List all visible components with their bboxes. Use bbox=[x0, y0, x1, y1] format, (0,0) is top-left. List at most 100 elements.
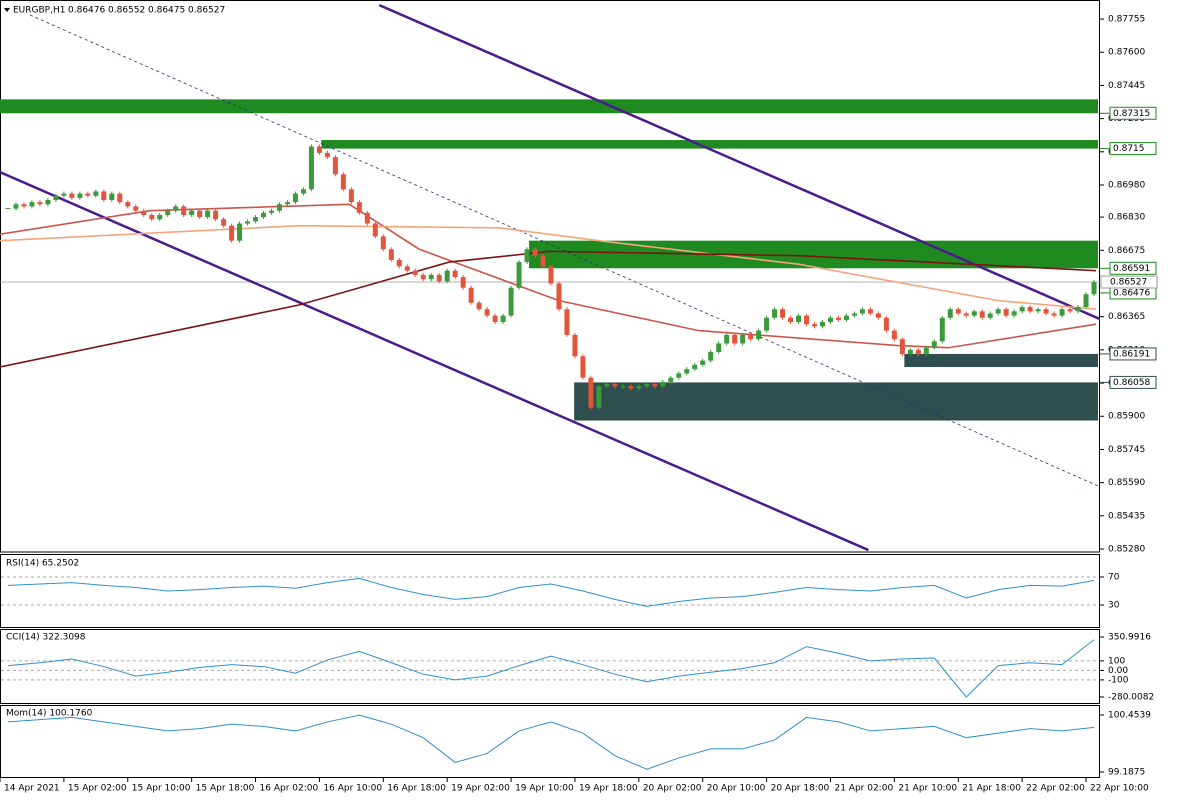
candle bbox=[396, 259, 402, 267]
candle bbox=[149, 214, 155, 220]
y-tick-label: 0.85435 bbox=[1108, 511, 1145, 521]
cci-panel bbox=[0, 629, 1100, 704]
candle bbox=[516, 262, 522, 288]
candle bbox=[404, 266, 410, 271]
candle bbox=[987, 313, 993, 318]
candle bbox=[221, 219, 227, 226]
level-label: 0.86058 bbox=[1113, 378, 1150, 388]
x-tick-label: 15 Apr 18:00 bbox=[196, 784, 255, 794]
candle bbox=[452, 270, 458, 278]
indicator-line bbox=[7, 639, 1095, 698]
candle bbox=[708, 352, 714, 361]
y-tick-label: 0.85590 bbox=[1108, 478, 1145, 488]
candle bbox=[780, 309, 786, 318]
candle bbox=[157, 214, 163, 220]
candle bbox=[764, 317, 770, 331]
y-tick-label: 0.87445 bbox=[1108, 81, 1145, 91]
candle bbox=[37, 202, 43, 205]
candle bbox=[580, 356, 586, 378]
candle bbox=[740, 334, 746, 344]
candle bbox=[588, 377, 594, 408]
candle bbox=[804, 315, 810, 325]
symbol: EURGBP,H1 bbox=[13, 6, 65, 16]
candle bbox=[444, 270, 450, 282]
candle bbox=[109, 193, 115, 200]
candle bbox=[548, 266, 554, 284]
y-tick-label: 350.9916 bbox=[1108, 633, 1151, 643]
candle bbox=[284, 202, 290, 205]
x-tick-label: 19 Apr 18:00 bbox=[579, 784, 638, 794]
y-tick-label: 0.85900 bbox=[1108, 412, 1145, 422]
candle bbox=[316, 146, 322, 153]
candle bbox=[364, 212, 370, 224]
indicator-line bbox=[7, 577, 1095, 607]
candle bbox=[979, 311, 985, 318]
current-price-box bbox=[1100, 275, 1158, 289]
candle bbox=[1011, 311, 1017, 316]
candle bbox=[700, 360, 706, 365]
candle bbox=[604, 384, 610, 387]
candle bbox=[612, 384, 618, 387]
candle bbox=[165, 210, 171, 215]
zone bbox=[0, 99, 1098, 114]
candle bbox=[181, 206, 187, 215]
candle bbox=[875, 313, 881, 318]
x-tick-label: 19 Apr 10:00 bbox=[515, 784, 574, 794]
y-tick-label: 0.87755 bbox=[1108, 15, 1145, 25]
candle bbox=[963, 313, 969, 316]
candle bbox=[883, 317, 889, 331]
candle bbox=[420, 274, 426, 280]
candle bbox=[955, 309, 961, 314]
candle bbox=[724, 334, 730, 344]
candle bbox=[61, 193, 67, 196]
candle bbox=[835, 317, 841, 320]
candle bbox=[237, 223, 243, 241]
candle bbox=[660, 381, 666, 387]
candle bbox=[644, 384, 650, 387]
candle bbox=[540, 255, 546, 267]
candle bbox=[1027, 307, 1033, 312]
candle bbox=[308, 146, 314, 190]
candle bbox=[1067, 309, 1073, 312]
candle bbox=[85, 193, 91, 196]
candle bbox=[572, 334, 578, 357]
y-tick-label: -100 bbox=[1108, 675, 1129, 685]
candle bbox=[253, 217, 259, 222]
indicator-label: Mom(14) 100.1760 bbox=[6, 709, 93, 719]
trendline bbox=[378, 3, 1100, 321]
menu-arrow[interactable] bbox=[4, 8, 10, 12]
level-label: 0.86476 bbox=[1113, 288, 1150, 298]
candle bbox=[692, 364, 698, 370]
candle bbox=[269, 210, 275, 213]
candle bbox=[205, 210, 211, 218]
candle bbox=[29, 202, 35, 207]
candle bbox=[652, 384, 658, 387]
candle bbox=[245, 221, 251, 224]
candle bbox=[827, 317, 833, 323]
candle bbox=[261, 212, 267, 218]
candle bbox=[189, 210, 195, 215]
candle bbox=[468, 287, 474, 303]
x-tick-label: 22 Apr 10:00 bbox=[1090, 784, 1149, 794]
indicator-label: CCI(14) 322.3098 bbox=[6, 633, 86, 643]
candle bbox=[732, 334, 738, 344]
y-tick-label: 0.87600 bbox=[1108, 48, 1145, 58]
candle bbox=[891, 330, 897, 340]
candle bbox=[843, 315, 849, 320]
candle bbox=[1035, 309, 1041, 312]
candle bbox=[915, 349, 921, 355]
ohlc-value: 0.86476 bbox=[68, 6, 105, 16]
candle bbox=[1051, 313, 1057, 316]
x-tick-label: 15 Apr 02:00 bbox=[68, 784, 127, 794]
candle bbox=[117, 193, 123, 203]
candle bbox=[1091, 281, 1097, 295]
level-label: 0.86191 bbox=[1113, 349, 1150, 359]
candle bbox=[1083, 294, 1089, 308]
moving-average bbox=[0, 250, 1097, 368]
x-tick-label: 21 Apr 02:00 bbox=[834, 784, 893, 794]
x-tick-label: 20 Apr 18:00 bbox=[771, 784, 830, 794]
candle bbox=[500, 315, 506, 323]
candle bbox=[947, 309, 953, 318]
candle bbox=[356, 202, 362, 213]
